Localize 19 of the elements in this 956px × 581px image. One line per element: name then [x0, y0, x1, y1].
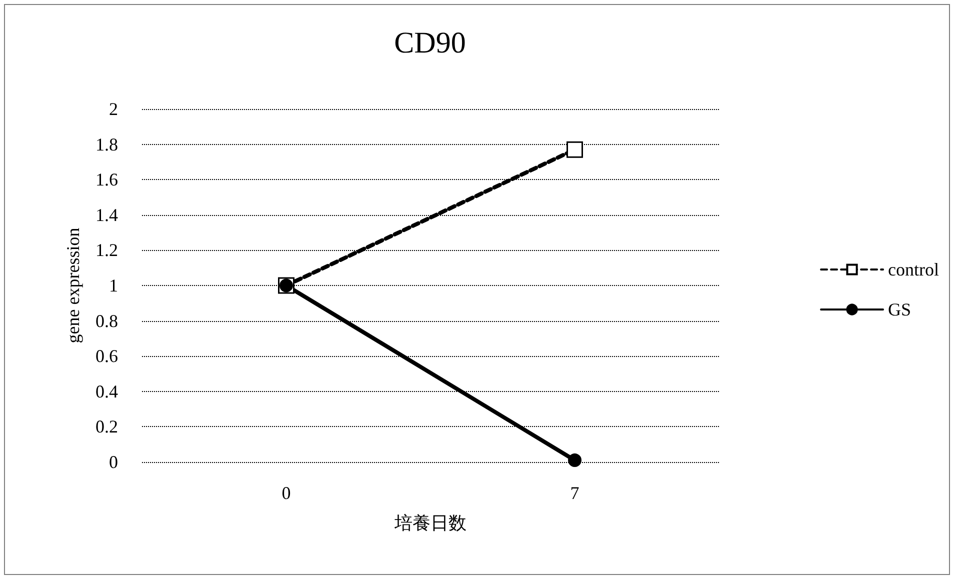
y-tick-label: 0.6: [96, 346, 118, 366]
y-tick-label: 0.2: [96, 416, 118, 437]
y-tick-label: 0: [109, 452, 118, 472]
y-tick-label: 0.4: [96, 381, 118, 402]
y-tick-label: 1.2: [96, 240, 118, 260]
legend-label: control: [888, 260, 940, 280]
y-tick-label: 0.8: [96, 310, 118, 331]
y-tick-label: 1.4: [96, 204, 118, 225]
y-tick-label: 1.8: [96, 134, 118, 154]
y-tick-label: 2: [109, 99, 118, 119]
x-tick-label: 7: [570, 483, 580, 503]
y-tick-label: 1.6: [96, 170, 118, 190]
point: [568, 453, 582, 467]
chart-title: CD90: [394, 26, 466, 60]
y-axis-title: gene expression: [63, 228, 83, 344]
x-axis-title: 培養日数: [394, 513, 466, 533]
point: [566, 141, 583, 158]
legend-label: GS: [888, 300, 912, 320]
y-tick-label: 1: [109, 276, 118, 296]
